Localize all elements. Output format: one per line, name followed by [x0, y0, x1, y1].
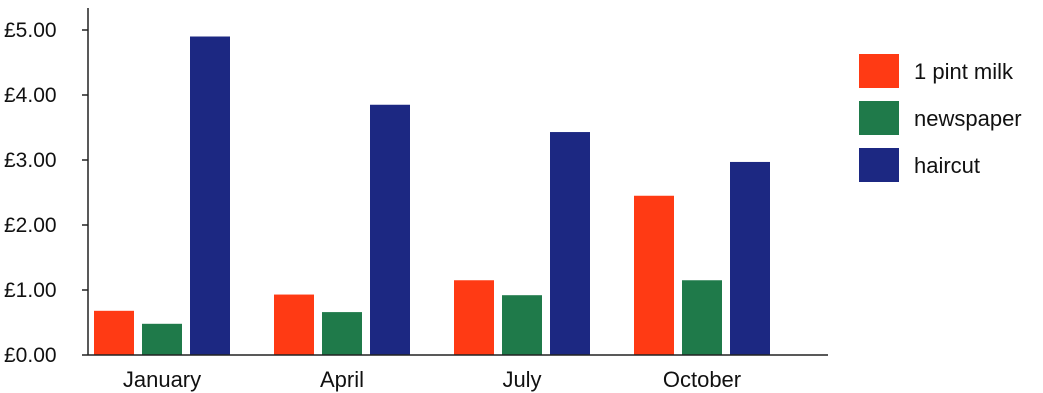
legend-swatch — [859, 54, 899, 88]
legend-swatch — [859, 148, 899, 182]
bar-newspaper-april — [322, 312, 362, 355]
y-axis: £0.00 £1.00 £2.00 £3.00 £4.00 £5.00 — [4, 8, 89, 367]
x-axis: January April July October — [88, 354, 828, 392]
bar-haircut-july — [550, 132, 590, 355]
y-tick-label: £5.00 — [4, 19, 57, 42]
bar-1-pint-milk-january — [94, 310, 134, 355]
bar-newspaper-january — [142, 323, 182, 355]
y-tick-label: £1.00 — [4, 279, 57, 302]
bar-haircut-january — [190, 36, 230, 355]
bar-newspaper-july — [502, 295, 542, 355]
x-category-label: July — [502, 367, 541, 392]
bar-1-pint-milk-july — [454, 280, 494, 355]
y-tick-label: £4.00 — [4, 84, 57, 107]
legend-label: 1 pint milk — [914, 59, 1014, 84]
x-category-label: October — [663, 367, 741, 392]
legend-label: haircut — [914, 153, 980, 178]
y-tick-label: £0.00 — [4, 344, 57, 367]
legend: 1 pint milk newspaper haircut — [859, 54, 1022, 182]
bar-haircut-october — [730, 161, 770, 355]
legend-label: newspaper — [914, 106, 1022, 131]
x-category-label: January — [123, 367, 201, 392]
y-tick-label: £3.00 — [4, 149, 57, 172]
bar-1-pint-milk-april — [274, 294, 314, 355]
y-tick-label: £2.00 — [4, 214, 57, 237]
bar-haircut-april — [370, 104, 410, 355]
bar-1-pint-milk-october — [634, 195, 674, 355]
legend-swatch — [859, 101, 899, 135]
x-category-label: April — [320, 367, 364, 392]
bar-newspaper-october — [682, 280, 722, 355]
bars — [94, 36, 770, 355]
